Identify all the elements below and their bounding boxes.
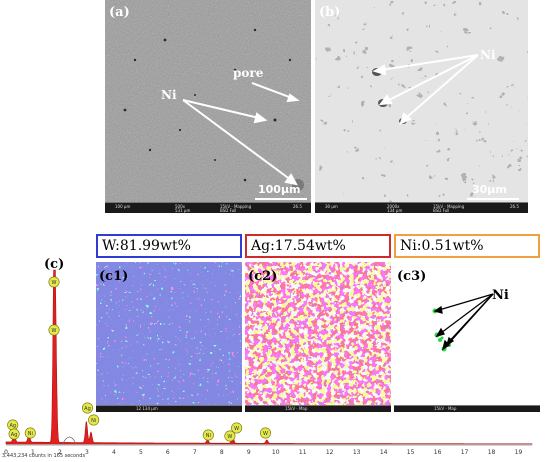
peak-marker-label: Ag (84, 406, 91, 412)
peak-marker (259, 427, 271, 439)
peak-marker (48, 324, 60, 336)
x-tick-label: 9 (246, 449, 251, 456)
info-b-1: 2000x (387, 204, 400, 209)
info-c2-0: 15kV · Map (285, 406, 308, 411)
x-tick-label: 12 (325, 449, 334, 456)
peak-marker-label: Ni (28, 431, 33, 437)
info-a-4: BSD Full (220, 208, 237, 213)
peak-marker (224, 430, 236, 442)
x-tick-label: 14 (379, 449, 388, 456)
x-tick-label: 6 (165, 449, 170, 456)
pore-label-a: pore (233, 66, 264, 80)
info-c3-0: 15kV · Map (434, 406, 457, 411)
ag-composition-box: Ag:17.54wt% (245, 234, 391, 258)
peak-marker (8, 428, 20, 440)
ni-label-c3: Ni (492, 288, 509, 303)
ni-label-a: Ni (161, 88, 177, 102)
x-tick-label: 11 (298, 449, 307, 456)
peak-marker (88, 414, 100, 426)
panel-a-label: (a) (109, 5, 130, 20)
map-panel-c3: (c3) Ni 15kV · Map (394, 262, 540, 412)
map-panel-c2: (c2) 15kV · Map (245, 262, 391, 412)
sem-image-a (105, 0, 311, 213)
map-info-bar-c2: 15kV · Map (245, 405, 391, 412)
x-tick-label: 4 (111, 449, 116, 456)
scale-bar-a (255, 198, 307, 200)
info-b-4: BSD Full (433, 208, 450, 213)
x-tick-label: 8 (219, 449, 224, 456)
peak-marker-label: W (227, 434, 232, 440)
x-tick-label: 19 (514, 449, 523, 456)
info-b-5: 26.5 (510, 204, 519, 209)
x-tick-label: 5 (138, 449, 143, 456)
peak-marker (48, 276, 60, 288)
x-tick-label: 1 (31, 449, 35, 456)
x-tick-label: 0 (4, 449, 8, 456)
ni-composition-box: Ni:0.51wt% (394, 234, 540, 258)
panel-c1-label: (c1) (99, 269, 129, 284)
peak-marker-label: W (263, 431, 268, 437)
x-tick-label: 3 (85, 449, 89, 456)
peak-marker-label: Ni (91, 418, 96, 424)
x-tick-label: 17 (460, 449, 469, 456)
panel-c-label: (c) (44, 257, 65, 272)
sem-info-bar-a: 100 μm 500x 531 μm 15kV · Mapping BSD Fu… (105, 202, 311, 213)
ag-map-image (245, 262, 391, 412)
x-tick-label: 10 (271, 449, 280, 456)
peak-marker-label: W (52, 280, 57, 286)
w-map-image (96, 262, 242, 412)
map-info-bar-c3: 15kV · Map (394, 405, 540, 412)
map-info-bar-c1: 12 134 μm (96, 405, 242, 412)
sem-panel-a: (a) Ni pore 100μm 100 μm 500x 531 μm 15k… (105, 0, 311, 213)
map-panel-c1: (c1) 12 134 μm (96, 262, 242, 412)
peak-marker-label: Ag (11, 432, 18, 438)
x-tick-label: 2 (58, 449, 62, 456)
peak-marker (202, 429, 214, 441)
peak-marker-label: Ni (206, 433, 211, 439)
sem-image-b (315, 0, 528, 213)
x-tick-label: 18 (487, 449, 496, 456)
x-tick-label: 15 (406, 449, 415, 456)
peak-marker-label: W (52, 328, 57, 334)
peak-marker (24, 427, 36, 439)
spectrum-area (5, 269, 533, 445)
info-b-3: 15kV · Mapping (433, 204, 465, 209)
peak-marker-label: W (234, 426, 239, 432)
info-b-2: 134 μm (387, 208, 403, 213)
ni-map-image (394, 262, 540, 412)
panel-c3-label: (c3) (397, 269, 427, 284)
info-a-0: 100 μm (115, 204, 131, 209)
x-tick-label: 16 (433, 449, 442, 456)
peak-marker (231, 422, 243, 434)
peak-marker-label: Ag (9, 423, 16, 429)
scale-label-a: 100μm (258, 183, 301, 196)
spectrum-overlay-trace (62, 436, 77, 445)
w-composition-box: W:81.99wt% (96, 234, 242, 258)
info-a-1: 500x (175, 204, 186, 209)
scale-label-b: 30μm (472, 183, 507, 196)
info-a-2: 531 μm (175, 208, 191, 213)
ni-label-b: Ni (480, 48, 496, 62)
peak-marker (81, 402, 93, 414)
info-c1-0: 12 134 μm (136, 406, 158, 411)
panel-b-label: (b) (319, 5, 341, 20)
info-a-5: 26.5 (293, 204, 302, 209)
info-b-0: 30 μm (325, 204, 338, 209)
x-tick-label: 7 (192, 449, 197, 456)
sem-info-bar-b: 30 μm 2000x 134 μm 15kV · Mapping BSD Fu… (315, 202, 528, 213)
info-a-3: 15kV · Mapping (220, 204, 252, 209)
x-tick-label: 13 (352, 449, 361, 456)
spectrum-counts-text: 3,443,234 counts in 165 seconds (2, 453, 86, 459)
scale-bar-b (467, 198, 519, 200)
sem-panel-b: (b) Ni 30μm 30 μm 2000x 134 μm 15kV · Ma… (315, 0, 528, 213)
panel-c2-label: (c2) (248, 269, 278, 284)
